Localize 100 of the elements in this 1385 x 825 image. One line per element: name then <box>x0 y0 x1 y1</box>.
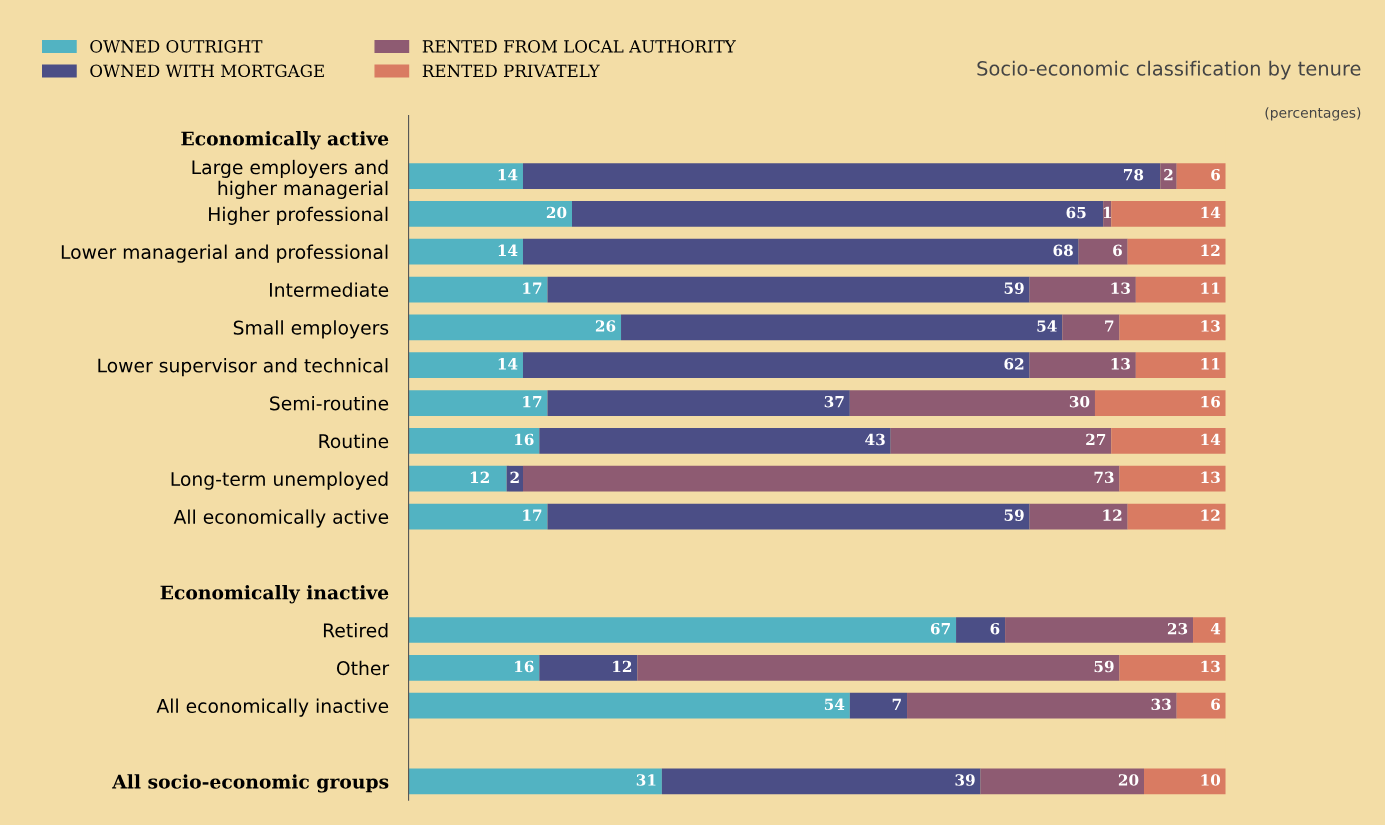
data-label: 12 <box>1201 509 1220 521</box>
bar <box>1119 654 1226 681</box>
data-label: 37 <box>824 395 844 408</box>
data-label: 10 <box>1201 774 1221 786</box>
bar <box>408 465 507 492</box>
data-label: 6 <box>1211 698 1220 711</box>
bar <box>907 692 1177 719</box>
data-label: 23 <box>1167 622 1188 635</box>
bar <box>1029 276 1136 303</box>
bar <box>849 692 908 719</box>
data-label: 13 <box>1201 471 1220 484</box>
bar <box>408 617 957 643</box>
data-label: 6 <box>990 622 1000 635</box>
y-tick-label: Higher professional <box>209 206 388 225</box>
data-label: 30 <box>1069 395 1090 408</box>
y-tick-label: Lower supervisor and technical <box>98 358 388 377</box>
bar <box>1127 238 1226 265</box>
bar <box>1111 201 1226 227</box>
y-tick-label: Semi-routine <box>270 395 389 411</box>
data-label: 43 <box>865 433 885 446</box>
data-label: 7 <box>892 698 901 710</box>
data-label: 16 <box>515 433 534 446</box>
bar <box>522 465 1120 492</box>
bar <box>1119 465 1226 492</box>
y-tick-label: Economically active <box>181 131 389 150</box>
bar <box>661 768 981 795</box>
data-label: 12 <box>613 660 632 673</box>
data-label: 12 <box>1201 244 1220 256</box>
bar <box>1127 503 1226 530</box>
y-tick-label: All economically active <box>173 509 389 528</box>
data-label: 14 <box>498 168 518 181</box>
data-label: 59 <box>1004 509 1024 521</box>
chart-title: Socio-economic classification by tenure <box>977 60 1361 80</box>
data-label: 12 <box>1103 509 1122 521</box>
legend-label: RENTED FROM LOCAL AUTHORITY <box>422 40 736 53</box>
bar <box>522 238 1079 265</box>
bar <box>572 201 1104 227</box>
bar <box>408 654 540 681</box>
data-label: 6 <box>1211 168 1220 181</box>
data-label: 14 <box>1201 433 1221 446</box>
data-label: 33 <box>1151 698 1171 711</box>
data-label: 62 <box>1004 358 1024 370</box>
legend-label: OWNED WITH MORTGAGE <box>90 64 324 78</box>
data-label: 12 <box>470 471 489 483</box>
bar <box>1062 314 1120 341</box>
bar <box>408 201 572 227</box>
bar <box>849 390 1095 416</box>
data-label: 54 <box>824 698 845 711</box>
bar <box>408 352 523 379</box>
y-tick-label: Intermediate <box>270 282 389 297</box>
data-label: 59 <box>1094 660 1114 673</box>
bar <box>408 768 662 795</box>
data-label: 65 <box>1066 206 1086 219</box>
bar <box>522 163 1161 189</box>
data-label: 14 <box>498 358 518 370</box>
data-label: 54 <box>1037 320 1057 332</box>
bar <box>408 238 523 265</box>
data-label: 73 <box>1094 471 1114 484</box>
data-label: 4 <box>1210 622 1221 635</box>
data-label: 14 <box>498 244 518 256</box>
y-tick-label: Routine <box>319 433 389 449</box>
data-label: 17 <box>523 395 542 408</box>
bar <box>980 768 1145 795</box>
bar <box>539 654 638 681</box>
bar <box>408 427 540 454</box>
data-label: 6 <box>1113 244 1122 257</box>
data-label: 17 <box>523 282 542 294</box>
text: (percentages) <box>1265 107 1361 121</box>
bar <box>539 427 891 454</box>
bar <box>1119 314 1226 341</box>
data-label: 16 <box>515 660 534 673</box>
bar <box>890 427 1112 454</box>
y-tick-label: Lower managerial and professional <box>61 244 388 263</box>
data-label: 78 <box>1123 168 1144 181</box>
y-tick-label: All socio-economic groups <box>112 774 389 793</box>
y-tick-label: Other <box>336 660 390 676</box>
data-label: 13 <box>1111 358 1130 370</box>
y-tick-label: Long-term unemployed <box>171 471 388 490</box>
legend-label: RENTED PRIVATELY <box>422 64 600 78</box>
data-label: 17 <box>523 509 542 521</box>
data-label: 13 <box>1111 282 1130 294</box>
bar <box>408 163 523 189</box>
bar <box>1176 163 1226 189</box>
data-label: 31 <box>636 774 656 786</box>
data-label: 14 <box>1201 206 1221 219</box>
y-tick-label: All economically inactive <box>156 698 389 717</box>
bar <box>547 390 850 416</box>
data-label: 11 <box>1201 282 1220 294</box>
bar <box>1144 768 1226 795</box>
bar <box>1135 276 1226 303</box>
data-label: 7 <box>1105 320 1114 332</box>
bar <box>1029 503 1128 530</box>
data-label: 16 <box>1201 395 1220 408</box>
bar <box>1160 163 1177 189</box>
data-label: 13 <box>1201 660 1220 673</box>
y-tick-label: Large employers and higher managerial <box>192 159 388 199</box>
bar <box>547 503 1030 530</box>
bar <box>408 692 850 719</box>
data-label: 1 <box>1103 206 1112 219</box>
bar <box>1111 427 1226 454</box>
